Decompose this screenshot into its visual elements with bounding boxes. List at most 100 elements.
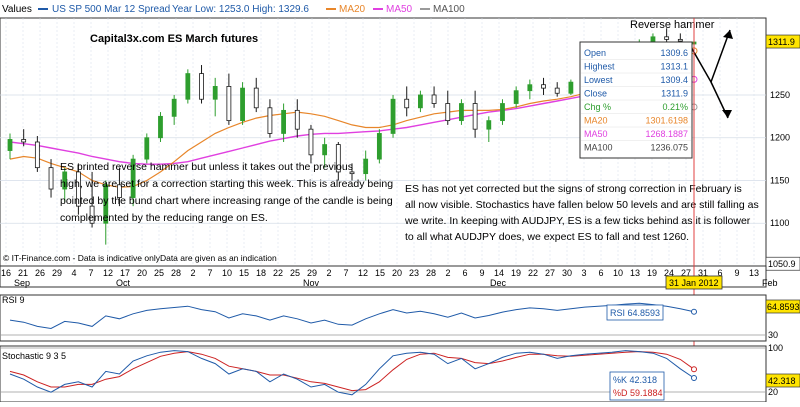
info-row-value: 1268.1887: [645, 129, 688, 139]
legend-row: Values US SP 500 Mar 12 Spread Year Low:…: [2, 4, 465, 15]
candle-body: [267, 107, 273, 134]
forecast-arrows: [690, 29, 733, 119]
date-tick-label: 21: [18, 268, 28, 278]
info-row-label: Chg %: [584, 102, 611, 112]
stoch-k-readout: %K 42.318: [613, 375, 657, 385]
footer-note: © IT-Finance.com - Data is indicative on…: [3, 253, 277, 263]
month-label: Oct: [116, 278, 131, 288]
info-row-label: MA20: [584, 116, 608, 126]
candle-body: [103, 184, 109, 224]
candle-body: [677, 38, 683, 42]
candle-body: [650, 36, 656, 43]
candle-body: [185, 73, 191, 100]
price-axis: 1100 1150 1200 1250 1311.9 1050.9: [765, 34, 800, 271]
min-price-label: 1050.9: [768, 259, 796, 269]
stoch-value-badge: [765, 373, 800, 388]
rsi-value-badge: [765, 299, 800, 314]
date-tick-label: 6: [717, 268, 722, 278]
candle-body: [76, 171, 81, 207]
candle-body: [34, 141, 40, 169]
arrow-up-head: [723, 30, 733, 39]
legend-year-range: Year Low: 1253.0 High: 1329.6: [172, 4, 309, 15]
candle-body: [445, 103, 451, 122]
ohlc-info-box: Open 1309.6 Highest 1313.1 Lowest 1309.4 Close…: [579, 41, 693, 159]
date-tick-label: 30: [562, 268, 572, 278]
date-tick-label: 15: [375, 268, 385, 278]
rsi-title: RSI 9: [2, 295, 25, 305]
date-tick-label: 23: [409, 268, 419, 278]
last-price-label: 1311.9: [768, 37, 795, 47]
stoch-level-100-label: 100: [768, 343, 783, 353]
date-tick-label: 14: [494, 268, 504, 278]
date-tick-label: 26: [35, 268, 45, 278]
info-row-label: MA50: [584, 129, 608, 139]
date-tick-label: 12: [103, 268, 113, 278]
price-tick-label: 1200: [770, 133, 790, 143]
candle-body: [212, 86, 218, 100]
annotation-right-line: to all what AUDJPY does, we expect ES to…: [405, 231, 689, 243]
date-tick-label: 20: [137, 268, 147, 278]
date-tick-label: 25: [290, 268, 300, 278]
date-tick-label: 7: [207, 268, 212, 278]
candle-body: [472, 103, 478, 130]
date-tick-label: 7: [88, 268, 93, 278]
stoch-d-line: [9, 351, 695, 392]
date-tick-label: 29: [307, 268, 317, 278]
date-tick-label: 7: [343, 268, 348, 278]
price-tick-label: 1250: [770, 90, 790, 100]
date-tick-label: 9: [479, 268, 484, 278]
stoch-lines: [9, 350, 697, 396]
candle-body: [171, 98, 177, 117]
date-tick-label: 2: [445, 268, 450, 278]
candle-body: [541, 84, 546, 89]
stoch-value: 42.318: [768, 376, 796, 386]
date-tick-label: 10: [613, 268, 623, 278]
price-tick-label: 1100: [770, 218, 789, 228]
date-badge-text: 31 Jan 2012: [669, 278, 719, 288]
candle-body: [62, 171, 68, 190]
date-tick-label: 12: [358, 268, 368, 278]
candle-body: [240, 87, 245, 122]
info-row-value: 1236.075: [650, 143, 688, 153]
date-tick-label: 13: [630, 268, 640, 278]
candle-body: [431, 94, 437, 104]
min-price-badge: [765, 256, 800, 271]
candle-body: [568, 81, 574, 94]
candle-body: [48, 167, 54, 190]
candle-body: [513, 90, 519, 104]
candle-body: [664, 36, 670, 40]
date-tick-label: 18: [256, 268, 266, 278]
stoch-k-marker: [691, 374, 697, 381]
info-row-label: MA100: [584, 143, 613, 153]
info-row-label: Lowest: [584, 75, 613, 85]
candle-body: [486, 120, 492, 130]
info-row-value: 0.21%: [662, 102, 688, 112]
annotation-left-line: high, we are set for a correction starti…: [60, 178, 393, 190]
candle-body: [7, 139, 13, 151]
candle-body: [459, 103, 464, 122]
stoch-readout-box: [609, 371, 665, 401]
candle-body: [554, 87, 560, 94]
date-tick-label: 24: [664, 268, 674, 278]
legend-ma50: MA50: [386, 4, 413, 15]
candle-body: [21, 139, 27, 143]
date-tick-label: 9: [734, 268, 739, 278]
info-row-value: 1313.1: [660, 62, 688, 72]
date-tick-label: 6: [462, 268, 467, 278]
month-label: Nov: [303, 278, 320, 288]
info-row-label: Close: [584, 89, 607, 99]
rsi-readout: RSI 64.8593: [610, 308, 660, 318]
rsi-marker: [691, 308, 697, 315]
info-row-value: 1309.4: [660, 75, 688, 85]
rsi-polyline: [9, 302, 695, 330]
chart-title: Capital3x.com ES March futures: [90, 33, 258, 45]
annotation-left: ES printed reverse hammer but unless it …: [60, 161, 393, 224]
arrow-down-head: [722, 110, 732, 118]
date-badge: 31 Jan 2012: [665, 275, 723, 290]
rsi-line: [9, 302, 697, 330]
date-axis: [0, 265, 767, 288]
candle-body: [404, 98, 410, 109]
info-row-label: Open: [584, 48, 606, 58]
